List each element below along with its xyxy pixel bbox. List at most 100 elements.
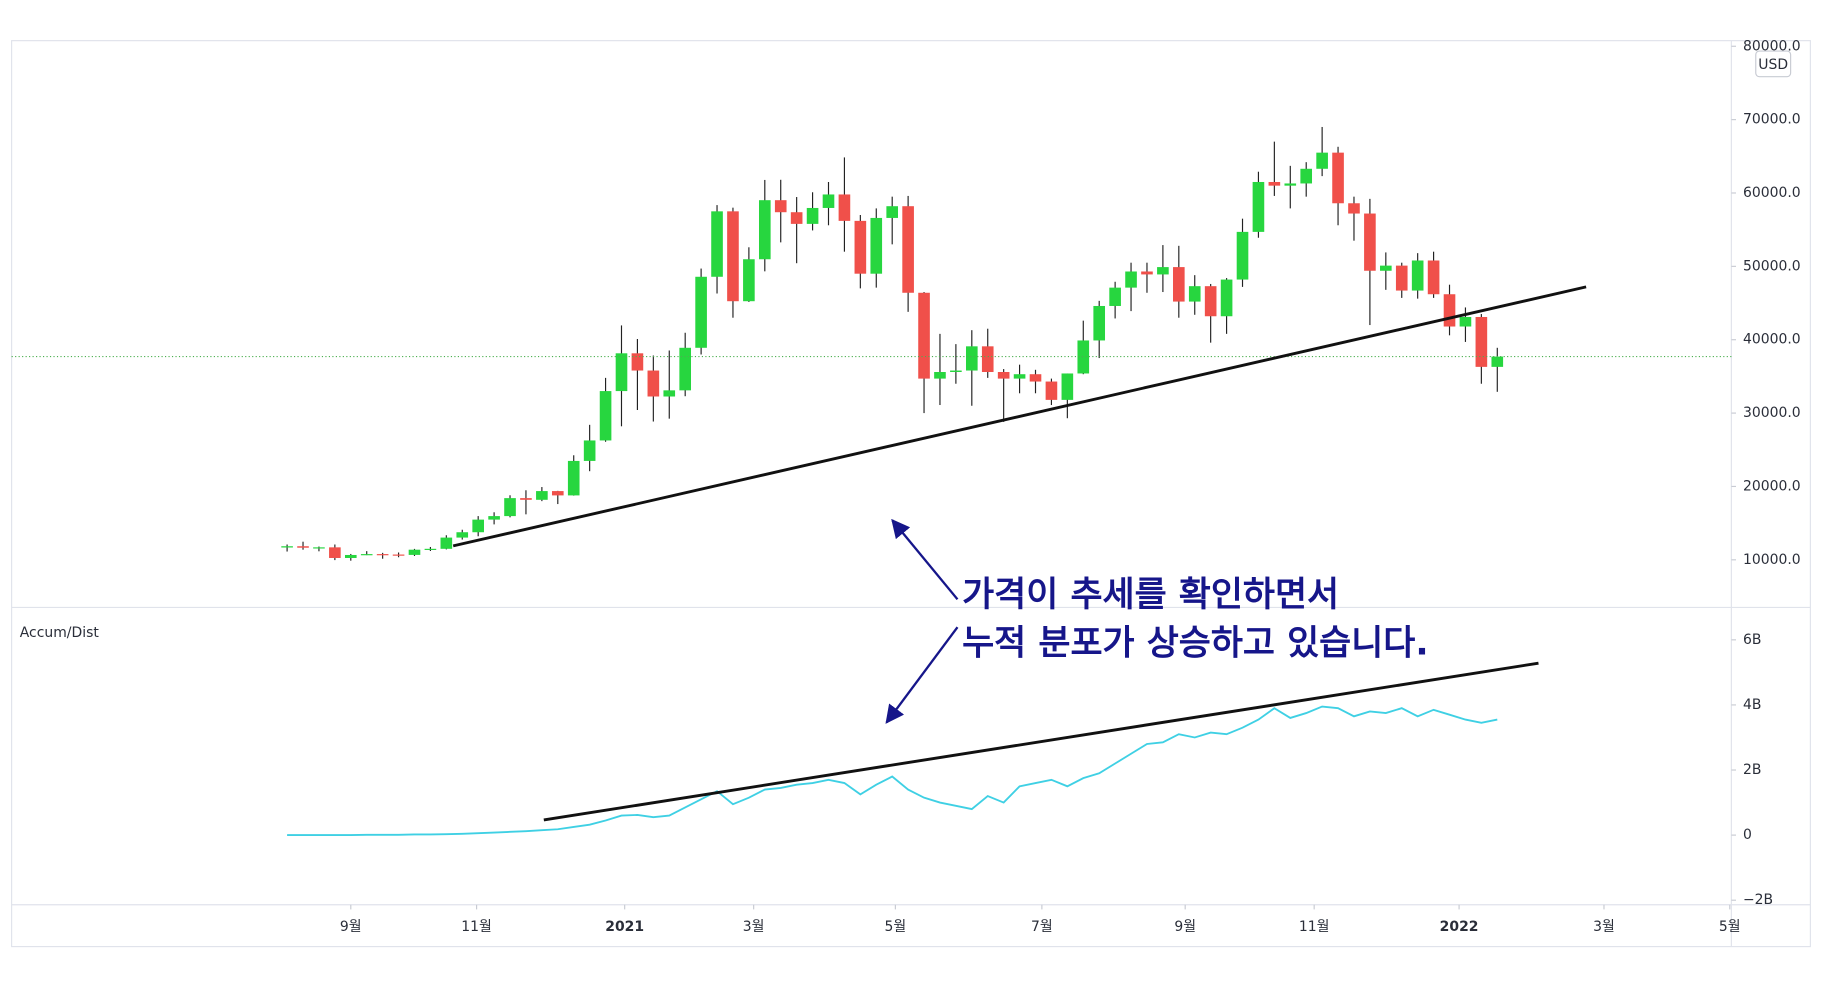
candle-body: [1188, 286, 1201, 302]
x-tick-label: 7월: [1031, 919, 1053, 935]
arrow: [885, 626, 959, 724]
unit-badge: [1755, 50, 1792, 78]
candle-body: [981, 346, 994, 373]
candle-body: [774, 200, 787, 213]
x-tick-label: 11월: [1299, 919, 1330, 935]
annotation: 가격이 추세를 확인하면서: [962, 575, 1339, 615]
candle-body: [663, 390, 676, 397]
candle-body: [281, 546, 293, 548]
x-tick-label: 5월: [1719, 919, 1741, 935]
candle-body: [1284, 183, 1297, 186]
candle-body: [392, 554, 405, 556]
candle-body: [1411, 260, 1424, 291]
candle-body: [1029, 374, 1042, 382]
annotation: 누적 분포가 상승하고 있습니다.: [962, 624, 1428, 664]
candle-body: [1220, 279, 1233, 317]
candle-body: [1077, 340, 1090, 374]
y-tick-label: 30000.0: [1743, 405, 1801, 421]
candle-body: [918, 292, 930, 379]
candle-body: [1443, 294, 1456, 327]
candle-body: [838, 194, 851, 221]
candle-body: [551, 491, 564, 496]
candle-body: [1491, 356, 1504, 367]
candle-body: [1157, 267, 1169, 275]
chart-frame: [11, 40, 1811, 948]
candle-body: [679, 347, 691, 391]
candle-body: [1380, 265, 1392, 271]
candle-body: [504, 498, 516, 517]
candle-body: [583, 440, 596, 461]
x-tick-label: 5월: [885, 919, 907, 935]
x-tick-label: 9월: [340, 919, 362, 935]
candle-body: [424, 548, 437, 550]
candle-body: [631, 353, 644, 371]
candle-body: [567, 460, 580, 496]
y-tick-label: 10000.0: [1743, 552, 1801, 568]
candle-body: [297, 546, 309, 548]
candle-body: [520, 498, 532, 500]
x-tick-label: 3월: [1593, 919, 1615, 935]
candle-body: [1268, 181, 1281, 186]
indicator-title: Accum/Dist: [20, 625, 100, 641]
candle-body: [790, 212, 803, 224]
candle-body: [1045, 381, 1058, 400]
y-tick-label: 20000.0: [1743, 478, 1801, 494]
x-tick-label: 2022: [1440, 919, 1479, 935]
y-tick-label: 0: [1743, 827, 1752, 843]
candle-body: [408, 549, 421, 555]
x-tick-label: 2021: [605, 919, 644, 935]
candle-body: [1459, 316, 1472, 327]
y-tick-label: 2B: [1743, 762, 1761, 778]
x-tick-label: 11월: [461, 919, 492, 935]
candle-body: [1332, 152, 1344, 204]
candle-body: [536, 491, 548, 500]
candle-body: [1395, 265, 1408, 291]
y-unit: USD: [1758, 57, 1788, 73]
candle-body: [1093, 305, 1106, 341]
candle-body: [758, 200, 771, 260]
candle-body: [934, 372, 946, 379]
candle-body: [344, 554, 357, 558]
y-tick-label: 4B: [1743, 697, 1761, 713]
candle-body: [822, 194, 835, 208]
y-tick-label: 6B: [1743, 632, 1761, 648]
candle-body: [695, 276, 707, 348]
marks: 10000.0 20000.0 30000.0 40000.0 50000.0 60000…: [11, 38, 1801, 935]
y-tick-label: −2B: [1743, 892, 1773, 908]
candle-body: [1236, 231, 1249, 280]
ad-trendline: [543, 661, 1539, 822]
candle-body: [711, 211, 723, 277]
arrow: [891, 518, 959, 601]
candle-body: [886, 206, 899, 218]
candle-body: [727, 211, 739, 302]
candle-body: [647, 370, 660, 397]
candle-body: [1204, 286, 1217, 317]
y-tick-label: 50000.0: [1743, 258, 1801, 274]
candle-body: [615, 353, 628, 392]
candle-body: [488, 516, 500, 520]
ad-line: [287, 705, 1498, 837]
candle-body: [440, 537, 453, 549]
candle-body: [1427, 260, 1440, 295]
candle-body: [313, 547, 325, 549]
candle-body: [870, 217, 883, 274]
candle-body: [1364, 213, 1376, 271]
candle-body: [743, 259, 755, 302]
candle-body: [966, 346, 978, 371]
candle-body: [1300, 168, 1313, 184]
candle-body: [950, 370, 962, 373]
candle-body: [1061, 373, 1074, 400]
candle-body: [1173, 267, 1185, 302]
candle-body: [1125, 271, 1137, 288]
candle-body: [1141, 271, 1153, 275]
candle-body: [1348, 203, 1360, 214]
candle-body: [806, 207, 819, 224]
candle-body: [376, 554, 389, 556]
price-trendline: [452, 285, 1587, 548]
candle-body: [360, 554, 373, 556]
candle-body: [472, 519, 484, 533]
candle-body: [1475, 316, 1488, 367]
candle-body: [456, 532, 469, 538]
